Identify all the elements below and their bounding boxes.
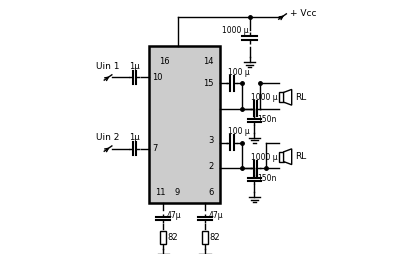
Text: 1000 µ: 1000 µ xyxy=(251,153,278,162)
Text: Uin 2: Uin 2 xyxy=(96,133,120,142)
Text: 9: 9 xyxy=(175,188,180,197)
Polygon shape xyxy=(284,89,292,105)
Text: Uin 1: Uin 1 xyxy=(96,61,120,71)
Text: 150n: 150n xyxy=(258,174,277,183)
Bar xyxy=(279,92,284,102)
Text: 82: 82 xyxy=(209,233,220,242)
Text: RL: RL xyxy=(295,93,306,102)
Text: 1000 µ: 1000 µ xyxy=(251,93,278,102)
Text: 6: 6 xyxy=(208,188,214,197)
Text: 82: 82 xyxy=(167,233,178,242)
Polygon shape xyxy=(284,149,292,165)
Text: 47µ: 47µ xyxy=(208,211,223,220)
Text: 150n: 150n xyxy=(258,115,277,124)
Text: 15: 15 xyxy=(204,79,214,88)
Text: 100 µ: 100 µ xyxy=(228,128,250,136)
Text: 1000 µ: 1000 µ xyxy=(222,26,248,35)
Bar xyxy=(279,152,284,162)
Bar xyxy=(149,46,220,203)
Text: 1µ: 1µ xyxy=(129,133,140,142)
Text: 1µ: 1µ xyxy=(129,62,140,71)
Text: RL: RL xyxy=(295,152,306,161)
Text: 14: 14 xyxy=(204,57,214,66)
Text: 11: 11 xyxy=(156,188,166,197)
Text: 16: 16 xyxy=(159,57,170,66)
Text: 7: 7 xyxy=(152,144,158,153)
Bar xyxy=(160,231,166,244)
Text: 47µ: 47µ xyxy=(166,211,181,220)
Text: + Vcc: + Vcc xyxy=(290,9,317,19)
Text: 10: 10 xyxy=(152,73,163,82)
Text: 2: 2 xyxy=(209,162,214,171)
Text: 100 µ: 100 µ xyxy=(228,68,250,77)
Bar xyxy=(202,231,208,244)
Text: 3: 3 xyxy=(208,136,214,146)
